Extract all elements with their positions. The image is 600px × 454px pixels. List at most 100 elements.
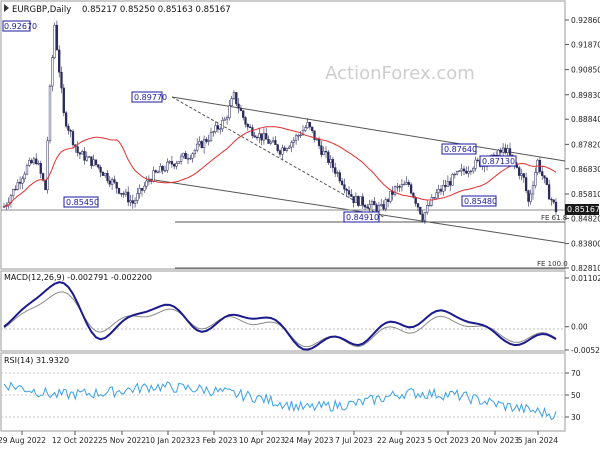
candle-body	[235, 92, 238, 105]
candle-body	[428, 204, 431, 207]
candle-body	[251, 127, 254, 136]
candle-body	[120, 193, 123, 195]
price-panel	[0, 0, 566, 270]
candle-body	[377, 205, 381, 212]
price-annotations: 0.92670 0.89770 0.85450 0.84910 0.87640 …	[2, 20, 568, 268]
candle-body	[368, 204, 371, 209]
candle-body	[363, 204, 367, 208]
candle-body	[133, 200, 137, 204]
candle-body	[524, 177, 528, 191]
candle-body	[396, 186, 399, 188]
candle-body	[255, 136, 259, 139]
candle-body	[177, 161, 180, 164]
candle-body	[327, 151, 330, 163]
candle-body	[175, 163, 178, 167]
candle-body	[30, 160, 33, 164]
candle-body	[451, 174, 454, 186]
candle-body	[145, 180, 148, 187]
candle-body	[472, 168, 475, 172]
candle-body	[18, 182, 22, 184]
candle-body	[419, 206, 422, 215]
candle-body	[543, 175, 546, 179]
candle-body	[248, 126, 252, 128]
candle-body	[244, 117, 247, 125]
candle-body	[205, 139, 208, 142]
candle-body	[432, 197, 436, 199]
annotation-box-6	[461, 195, 497, 207]
candle-body	[200, 141, 203, 148]
candle-body	[400, 184, 404, 188]
candle-body	[308, 122, 312, 128]
x-tick-label: 10 Apr 2023	[239, 436, 286, 445]
candle-body	[547, 184, 551, 200]
candle-body	[403, 183, 406, 186]
price-tick-label: 0.85810	[571, 190, 600, 199]
candle-body	[386, 199, 390, 202]
candle-body	[442, 185, 445, 192]
annotation-2: 0.85450	[66, 198, 99, 207]
candle-body	[304, 127, 307, 131]
candle-body	[242, 110, 245, 118]
candle-body	[329, 159, 332, 163]
annotation-0: 0.92670	[4, 22, 37, 31]
candle-body	[347, 190, 351, 195]
candle-body	[331, 159, 335, 168]
candle-body	[382, 204, 385, 210]
candle-body	[152, 170, 155, 182]
candle-body	[101, 171, 105, 176]
macd-tick-label: 0.011027	[571, 274, 600, 283]
candle-body	[97, 164, 100, 168]
candle-body	[16, 182, 19, 190]
candle-body	[294, 135, 298, 141]
x-tick-label: 24 May 2023	[285, 436, 334, 445]
candle-body	[173, 163, 176, 167]
candle-body	[283, 147, 286, 151]
candle-body	[552, 199, 555, 203]
price-tick-label: 0.89830	[571, 91, 600, 100]
candle-body	[138, 188, 141, 194]
candle-body	[407, 182, 410, 185]
price-tick-label: 0.88840	[571, 115, 600, 124]
candle-body	[85, 156, 88, 161]
candle-body	[380, 204, 383, 206]
candle-body	[76, 146, 79, 153]
candle-body	[522, 173, 525, 178]
candle-body	[499, 149, 502, 153]
candle-body	[297, 135, 300, 137]
annotation-3: 0.84910	[346, 213, 379, 222]
candle-body	[122, 193, 125, 195]
x-tick-label: 22 Aug 2023	[377, 436, 425, 445]
fib-label-100: FE 100.0	[537, 260, 568, 268]
candle-body	[288, 146, 291, 149]
price-tick-label: 0.86830	[571, 165, 600, 174]
candle-body	[154, 170, 157, 173]
candle-body	[423, 212, 427, 221]
annotation-1: 0.89770	[134, 93, 167, 102]
candle-body	[58, 49, 61, 73]
annotation-box-0	[2, 20, 31, 32]
candle-body	[324, 150, 328, 153]
candle-body	[106, 173, 109, 182]
candle-body	[189, 157, 192, 160]
candle-body	[214, 125, 217, 132]
candle-body	[361, 196, 364, 206]
candle-body	[147, 180, 151, 182]
macd-label: MACD(12,26,9) -0.002791 -0.002200	[4, 273, 152, 282]
price-tick-label: 0.92860	[571, 16, 600, 25]
candle-body	[301, 130, 305, 136]
candle-body	[161, 165, 164, 171]
candle-body	[14, 188, 17, 191]
current-price-value: 0.85167	[567, 205, 600, 214]
candle-body	[48, 85, 52, 142]
candle-body	[506, 148, 509, 154]
candle-body	[179, 155, 183, 162]
candle-body	[315, 139, 318, 141]
candle-body	[67, 125, 70, 131]
candle-body	[23, 173, 26, 179]
candle-body	[421, 213, 424, 221]
candle-body	[292, 140, 295, 143]
price-axis: 0.92860 0.91870 0.90850 0.89830 0.88840 0.878…	[565, 16, 600, 273]
candle-body	[531, 185, 535, 195]
candle-body	[446, 181, 450, 187]
candle-body	[336, 172, 339, 174]
